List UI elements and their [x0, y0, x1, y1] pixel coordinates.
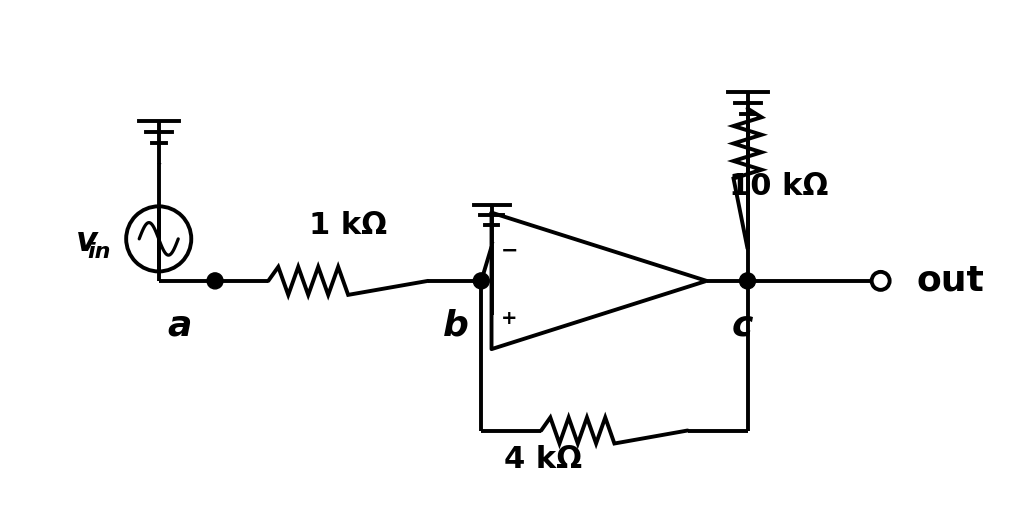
Text: in: in [87, 242, 111, 261]
Text: -: - [745, 129, 750, 143]
Text: +: + [502, 310, 518, 329]
Text: -: - [157, 158, 161, 172]
Circle shape [207, 273, 223, 289]
Circle shape [473, 273, 489, 289]
Text: −: − [501, 241, 518, 261]
Text: v: v [76, 225, 98, 258]
Text: 10 kΩ: 10 kΩ [728, 172, 828, 201]
Text: out: out [916, 264, 984, 298]
Text: b: b [442, 309, 469, 342]
Text: -: - [489, 237, 494, 251]
Circle shape [739, 273, 756, 289]
Text: 4 kΩ: 4 kΩ [504, 445, 582, 474]
Text: 1 kΩ: 1 kΩ [309, 211, 387, 240]
Text: a: a [167, 309, 191, 342]
Text: c: c [732, 309, 753, 342]
